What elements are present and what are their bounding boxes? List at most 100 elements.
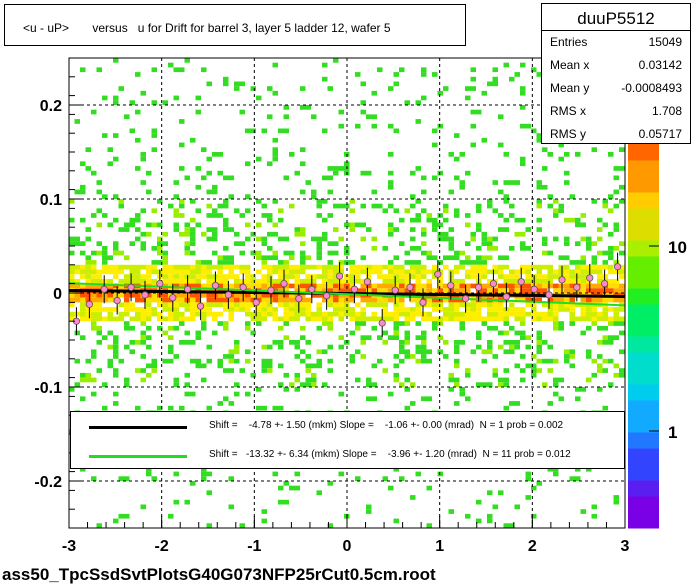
heat-cell <box>360 335 366 340</box>
heat-cell <box>410 217 416 223</box>
heat-cell <box>481 260 487 265</box>
heat-cell <box>278 217 284 223</box>
heat-cell <box>459 325 465 331</box>
heat-cell <box>74 311 80 317</box>
heat-cell <box>459 391 465 397</box>
heat-cell <box>575 217 581 223</box>
heat-cell <box>421 274 427 279</box>
heat-cell <box>327 523 333 528</box>
heat-cell <box>525 123 531 129</box>
heat-cell <box>597 278 603 284</box>
heat-cell <box>80 189 86 195</box>
heat-cell <box>415 119 421 124</box>
heat-cell <box>338 288 344 293</box>
heat-cell <box>272 316 278 322</box>
heat-cell <box>124 307 130 312</box>
heat-cell <box>355 288 361 293</box>
heat-cell <box>69 217 75 223</box>
heat-cell <box>415 260 421 265</box>
heat-cell <box>201 377 207 383</box>
heat-cell <box>520 90 526 96</box>
heat-cell <box>487 283 493 289</box>
heat-cell <box>360 340 366 345</box>
heat-cell <box>421 241 427 246</box>
heat-cell <box>399 302 405 308</box>
heat-cell <box>470 109 476 115</box>
heat-cell <box>267 307 273 312</box>
heat-cell <box>212 311 218 317</box>
heat-cell <box>135 109 141 115</box>
heat-cell <box>608 316 614 322</box>
heat-cell <box>481 255 487 261</box>
heat-cell <box>344 307 350 312</box>
heat-cell <box>96 316 102 322</box>
heat-cell <box>173 95 179 101</box>
heat-cell <box>146 222 152 228</box>
heat-cell <box>333 58 339 63</box>
heat-cell <box>102 269 108 275</box>
heat-cell <box>613 222 619 228</box>
heat-cell <box>536 297 542 303</box>
heat-cell <box>190 250 196 256</box>
heat-cell <box>465 288 471 293</box>
heat-cell <box>514 307 520 312</box>
heat-cell <box>580 387 586 392</box>
heat-cell <box>80 283 86 289</box>
heat-cell <box>498 213 504 218</box>
heat-cell <box>371 90 377 96</box>
heat-cell <box>91 293 97 298</box>
heat-cell <box>476 255 482 261</box>
heat-cell <box>261 405 267 411</box>
heat-cell <box>85 316 91 322</box>
heat-cell <box>415 264 421 270</box>
heat-cell <box>525 311 531 317</box>
heat-cell <box>168 302 174 308</box>
heat-cell <box>448 255 454 261</box>
heat-cell <box>580 236 586 242</box>
heat-cell <box>415 213 421 218</box>
heat-cell <box>542 274 548 279</box>
heat-cell <box>415 269 421 275</box>
heat-cell <box>151 264 157 270</box>
heat-cell <box>206 278 212 284</box>
heat-cell <box>514 363 520 369</box>
heat-cell <box>597 217 603 223</box>
heat-cell <box>492 246 498 251</box>
heat-cell <box>514 297 520 303</box>
heat-cell <box>580 307 586 312</box>
heat-cell <box>173 222 179 228</box>
heat-cell <box>443 354 449 359</box>
heat-cell <box>102 297 108 303</box>
heat-cell <box>283 316 289 322</box>
heat-cell <box>432 142 438 148</box>
heat-cell <box>437 283 443 289</box>
heat-cell <box>459 311 465 317</box>
heat-cell <box>239 523 245 528</box>
heat-cell <box>294 227 300 232</box>
heat-cell <box>245 194 251 199</box>
heat-cell <box>349 260 355 265</box>
heat-cell <box>300 264 306 270</box>
heat-cell <box>300 105 306 110</box>
heat-cell <box>492 307 498 312</box>
heat-cell <box>311 264 317 270</box>
heat-cell <box>514 180 520 185</box>
heat-cell <box>69 293 75 298</box>
heat-cell <box>217 358 223 364</box>
heat-cell <box>443 86 449 91</box>
heat-cell <box>217 302 223 308</box>
heat-cell <box>415 335 421 340</box>
heat-cell <box>531 302 537 308</box>
heat-cell <box>212 297 218 303</box>
heat-cell <box>509 302 515 308</box>
heat-cell <box>459 250 465 256</box>
heat-cell <box>558 269 564 275</box>
heat-cell <box>459 260 465 265</box>
heat-cell <box>371 236 377 242</box>
heat-cell <box>421 340 427 345</box>
heat-cell <box>388 264 394 270</box>
heat-cell <box>289 152 295 157</box>
heat-cell <box>608 297 614 303</box>
heat-cell <box>223 246 229 251</box>
heat-cell <box>503 62 509 68</box>
